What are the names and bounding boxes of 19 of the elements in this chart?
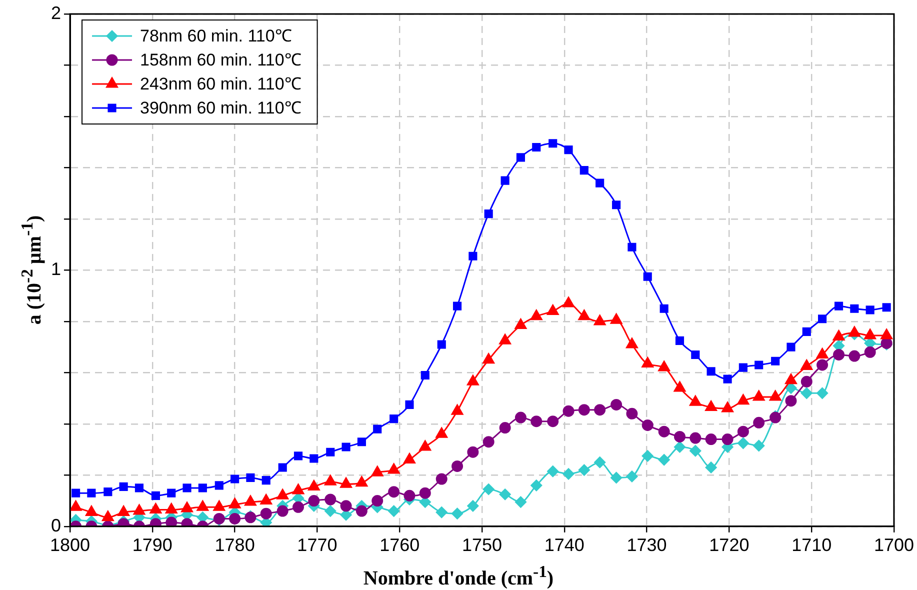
x-axis-title: Nombre d'onde (cm$^{-1}$) (362, 562, 555, 590)
x-tick-label: 1790 (132, 535, 172, 556)
x-tick-label: 1710 (792, 535, 832, 556)
legend-label: 243nm 60 min. 110℃ (140, 74, 302, 94)
x-tick-label: 1720 (709, 535, 750, 556)
x-tick-label: 1700 (874, 535, 914, 556)
x-tick-label: 1740 (544, 535, 584, 556)
x-tick-label: 1750 (462, 535, 502, 556)
x-tick-label: 1780 (214, 535, 255, 556)
legend-label: 158nm 60 min. 110℃ (140, 50, 302, 70)
y-tick-label: 0 (50, 515, 62, 536)
x-tick-label: 1730 (626, 535, 667, 556)
x-tick-label: 1770 (297, 535, 338, 556)
x-tick-label: 1800 (50, 535, 90, 556)
y-tick-label: 2 (50, 2, 62, 23)
y-tick-label: 1 (50, 259, 62, 280)
legend-label: 78nm 60 min. 110℃ (140, 26, 292, 46)
legend-label: 390nm 60 min. 110℃ (140, 98, 302, 118)
x-tick-label: 1760 (380, 535, 420, 556)
